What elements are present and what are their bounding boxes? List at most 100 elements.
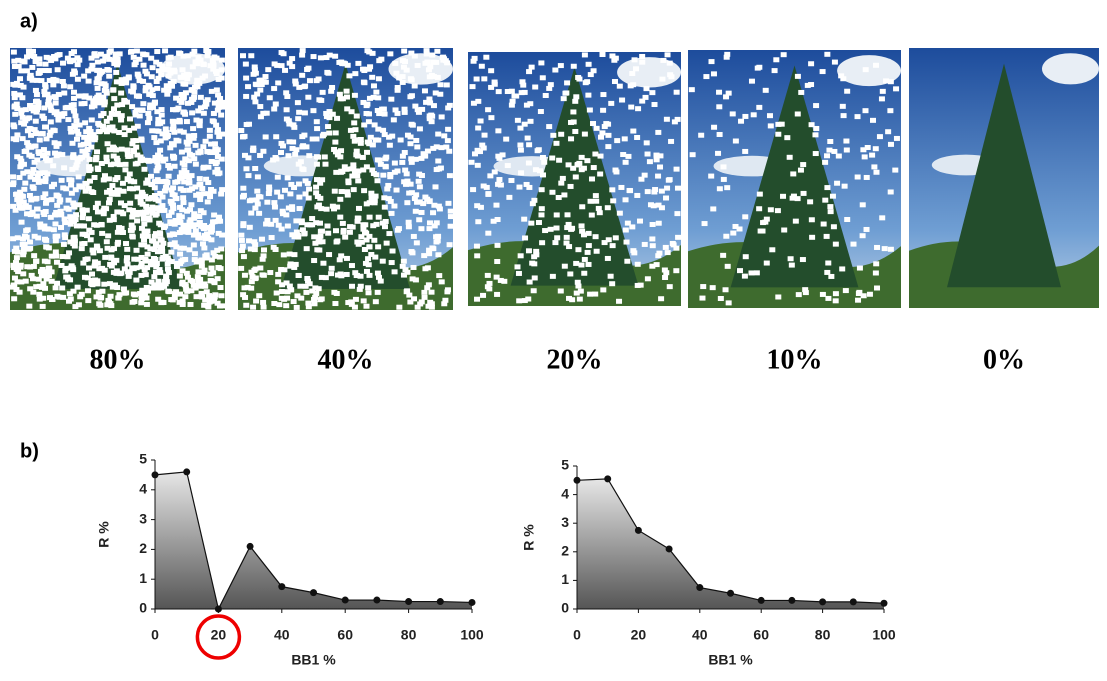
noise [61, 216, 68, 222]
noise [275, 279, 282, 285]
noise [590, 121, 597, 127]
noise [716, 104, 723, 110]
noise [588, 212, 595, 218]
noise [118, 117, 125, 123]
noise [824, 153, 831, 159]
noise [77, 223, 84, 229]
noise [71, 70, 78, 76]
noise [70, 200, 77, 206]
noise [386, 231, 393, 237]
noise [373, 89, 380, 95]
noise [413, 192, 420, 198]
noise [408, 77, 415, 83]
noise [427, 299, 434, 305]
noise [136, 113, 143, 119]
noise [183, 226, 190, 232]
noise [611, 57, 618, 63]
noise [151, 135, 158, 141]
noise [28, 144, 35, 150]
noise [219, 104, 226, 110]
noise [131, 62, 138, 68]
noise [581, 270, 588, 276]
noise [259, 272, 266, 278]
noise [508, 102, 515, 108]
y-tick-label: 4 [139, 481, 147, 497]
noise [344, 106, 351, 112]
image-caption: 0% [983, 344, 1025, 375]
noise [140, 62, 147, 68]
noise [206, 133, 213, 139]
noise [203, 48, 210, 54]
noise [144, 244, 151, 250]
noise [629, 71, 636, 77]
noise [567, 271, 574, 277]
noise [119, 180, 126, 186]
noise [391, 269, 398, 275]
noise [264, 199, 271, 205]
noise [435, 158, 442, 164]
noise [27, 174, 34, 180]
noise [642, 94, 649, 100]
noise [412, 208, 419, 214]
noise [313, 136, 320, 142]
noise [84, 275, 91, 281]
noise [315, 154, 322, 160]
noise [204, 199, 211, 205]
noise [141, 166, 148, 172]
noise [291, 252, 298, 258]
noise [13, 255, 20, 261]
noise [279, 282, 286, 288]
noise [80, 210, 87, 216]
noise [28, 132, 35, 138]
noise [537, 168, 544, 174]
noise [790, 193, 797, 199]
noise [133, 144, 140, 150]
noise [363, 111, 370, 117]
noise [203, 101, 210, 107]
noise [108, 254, 115, 260]
noise [12, 82, 19, 88]
noise [660, 57, 667, 63]
noise [174, 179, 181, 185]
noise [238, 265, 245, 271]
noise [600, 287, 607, 293]
y-tick-label: 5 [139, 451, 147, 467]
noise [142, 272, 149, 278]
noise [202, 297, 209, 303]
noise [443, 144, 450, 150]
noise [94, 149, 101, 155]
noise [426, 251, 433, 257]
noise [328, 88, 335, 94]
noise [209, 150, 216, 156]
noise [289, 204, 296, 210]
noise [415, 109, 422, 115]
noise [538, 60, 545, 66]
noise [212, 169, 219, 175]
noise [775, 294, 782, 300]
noise [861, 154, 868, 160]
noise [125, 153, 132, 159]
noise [525, 248, 532, 254]
noise [360, 226, 367, 232]
noise [434, 74, 441, 80]
noise [120, 286, 127, 292]
noise [634, 261, 641, 267]
noise [98, 97, 105, 103]
noise [290, 139, 297, 145]
noise [292, 81, 299, 87]
noise [798, 89, 805, 95]
noise [40, 295, 47, 301]
noise [808, 82, 815, 88]
noise [286, 60, 293, 66]
noise [158, 112, 165, 118]
noise [720, 252, 727, 258]
noise [33, 284, 40, 290]
noise [725, 90, 732, 96]
noise [569, 225, 576, 231]
noise [374, 178, 381, 184]
noise [89, 271, 96, 277]
noise [104, 245, 111, 251]
noise [658, 205, 665, 211]
noise [152, 154, 159, 160]
noise [526, 69, 533, 75]
